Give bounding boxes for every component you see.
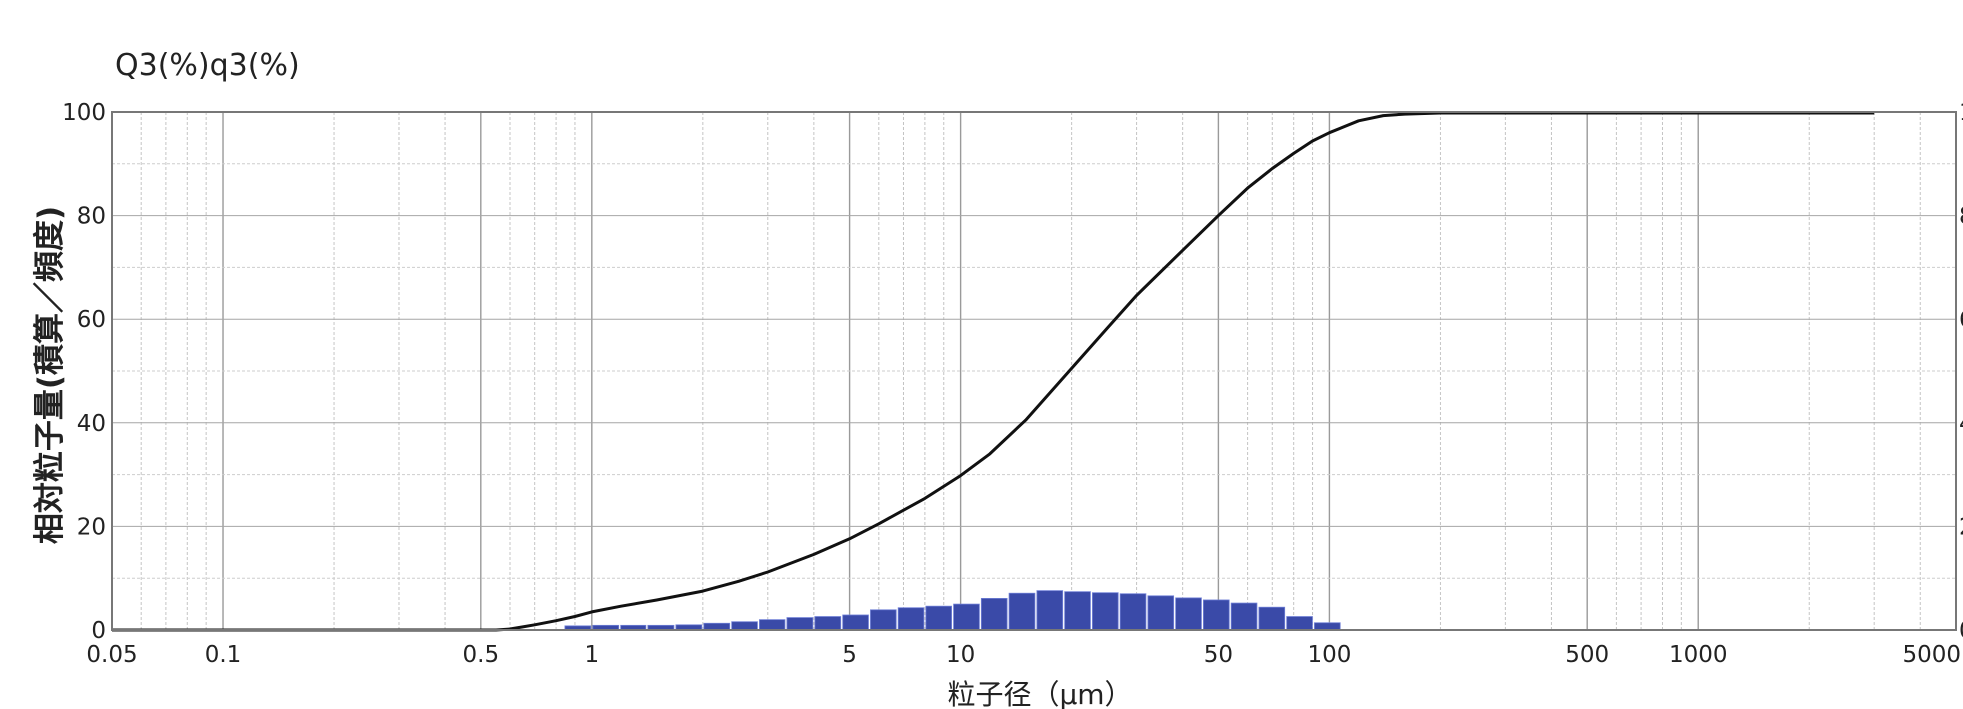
x-tick-label: 50 <box>1204 642 1233 668</box>
frequency-bar <box>1119 593 1147 631</box>
x-tick-label: 1 <box>584 642 599 668</box>
y-axis-ticks-right: 0 20 40 60 80 100 <box>1959 100 1963 644</box>
frequency-bar <box>1230 602 1258 631</box>
x-tick-label: 500 <box>1565 642 1609 668</box>
y-tick-label: 100 <box>62 100 106 126</box>
x-tick-label: 10 <box>946 642 975 668</box>
y-tick-label: 0 <box>91 618 106 644</box>
y-axis-top-label: Q3(%)q3(%) <box>115 48 300 83</box>
frequency-bar <box>731 621 758 631</box>
frequency-bar <box>703 622 731 631</box>
x-tick-label: 0.05 <box>86 642 137 668</box>
plot-frame <box>111 111 1957 631</box>
frequency-bar <box>1314 622 1341 631</box>
frequency-bar <box>980 598 1008 631</box>
frequency-bar <box>1286 616 1313 631</box>
x-tick-label: 5000 <box>1902 642 1961 668</box>
frequency-bar <box>1203 599 1230 631</box>
x-axis-label: 粒子径（μm） <box>947 678 1132 709</box>
frequency-bar <box>1092 592 1119 631</box>
frequency-bar <box>1064 591 1091 631</box>
frequency-bar <box>953 603 980 631</box>
frequency-bar <box>786 617 814 631</box>
frequency-bar <box>925 605 952 631</box>
frequency-bar <box>897 607 925 631</box>
frequency-bar <box>1036 590 1064 631</box>
y-axis-label-main: 相対粒子量 <box>32 389 68 544</box>
frequency-bar <box>1258 606 1286 631</box>
frequency-bar <box>814 616 842 631</box>
frequency-bar <box>759 619 786 631</box>
x-tick-label: 100 <box>1307 642 1351 668</box>
y-tick-label-right: 40 <box>1959 411 1963 437</box>
y-tick-label-right: 20 <box>1959 514 1963 540</box>
grid <box>112 112 1956 630</box>
x-tick-label: 5 <box>842 642 857 668</box>
y-tick-label-right: 80 <box>1959 204 1963 230</box>
frequency-bar <box>1147 595 1175 631</box>
y-tick-label: 80 <box>77 204 106 230</box>
x-axis-ticks: 0.05 0.1 0.5 1 5 10 50 100 500 1000 5000 <box>86 642 1961 668</box>
frequency-bar <box>1175 597 1202 631</box>
y-tick-label: 60 <box>77 307 106 333</box>
y-tick-label-right: 60 <box>1959 307 1963 333</box>
x-tick-label: 0.5 <box>463 642 500 668</box>
y-tick-label-right: 0 <box>1959 618 1963 644</box>
y-axis-label-paren: (積算／頻度) <box>32 206 68 389</box>
x-tick-label: 1000 <box>1669 642 1728 668</box>
y-axis-ticks: 0 20 40 60 80 100 <box>62 100 106 644</box>
y-tick-label: 20 <box>77 514 106 540</box>
x-tick-label: 0.1 <box>205 642 242 668</box>
y-axis-label: 相対粒子量(積算／頻度) <box>32 206 68 544</box>
cumulative-line <box>112 111 1875 632</box>
frequency-bar <box>1008 592 1036 631</box>
frequency-bar <box>842 614 869 631</box>
cumulative-curve <box>112 111 1875 632</box>
y-tick-label-right: 100 <box>1959 100 1963 126</box>
frequency-bar <box>870 609 897 631</box>
y-tick-label: 40 <box>77 411 106 437</box>
